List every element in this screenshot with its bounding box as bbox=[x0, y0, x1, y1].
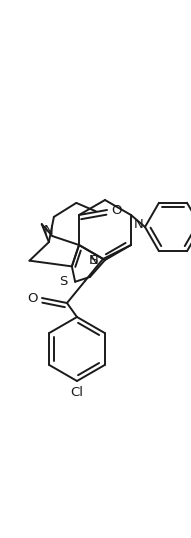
Text: N: N bbox=[134, 218, 144, 231]
Text: Cl: Cl bbox=[70, 386, 83, 399]
Text: N: N bbox=[44, 224, 54, 237]
Text: O: O bbox=[111, 203, 121, 216]
Text: O: O bbox=[28, 292, 38, 305]
Text: S: S bbox=[90, 253, 98, 266]
Text: S: S bbox=[59, 275, 67, 288]
Text: N: N bbox=[89, 253, 99, 266]
